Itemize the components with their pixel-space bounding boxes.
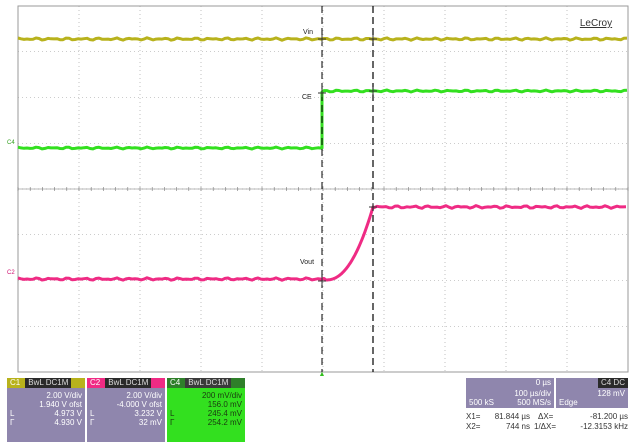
channel-2-header: C2 BwL DC1M [87,378,165,388]
timebase-tdiv: 100 µs/div [514,389,551,398]
trigger-level: 128 mV [597,389,625,398]
channel-4-delta: 254.2 mV [207,418,242,427]
channel-4-mean: 245.4 mV [207,409,242,418]
trace-vout [17,204,627,282]
x2-label: X2= [466,422,481,431]
timebase-samples: 500 kS [469,398,494,407]
timebase-panel[interactable]: 0 µs 100 µs/div 500 kS 500 MS/s [466,378,554,408]
channel-1-mean-label: L [10,409,15,418]
label-ce: CE [302,94,312,101]
channel-2-offset: -4.000 V ofst [116,400,162,409]
channel-1-offset: 1.940 V ofst [39,400,82,409]
channel-4-delta-label: Γ [170,418,175,427]
trigger-source: C4 DC [597,378,628,388]
marker-c4: C4 [7,140,15,146]
channel-4-panel[interactable]: C4 BwL DC1M 200 mV/div 156.0 mV L 245.4 m… [167,378,245,442]
trigger-panel[interactable]: C4 DC 128 mV Edge [556,378,628,408]
channel-2-mean: 3.232 V [134,409,162,418]
channel-1-panel[interactable]: C1 BwL DC1M 2.00 V/div 1.940 V ofst L 4.9… [7,378,85,442]
timebase-body: 100 µs/div 500 kS 500 MS/s [466,388,554,408]
freq-value: -12.3153 kHz [580,422,628,431]
channel-2-delta-label: Γ [90,418,95,427]
channel-1-vdiv: 2.00 V/div [46,391,82,400]
trigger-body: 128 mV Edge [556,388,628,408]
x1-value: 81.844 µs [494,412,530,421]
label-vout: Vout [300,259,314,266]
timebase-delay: 0 µs [535,378,551,387]
channel-4-offset: 156.0 mV [207,400,242,409]
channel-4-header: C4 BwL DC1M [167,378,245,388]
timebase-header: 0 µs [466,378,554,388]
channel-2-id: C2 [90,378,101,387]
channel-1-body: 2.00 V/div 1.940 V ofst L 4.973 V Γ 4.93… [7,388,85,442]
channel-1-header: C1 BwL DC1M [7,378,85,388]
channel-1-id: C1 [10,378,21,387]
channel-2-mean-label: L [90,409,95,418]
channel-2-panel[interactable]: C2 BwL DC1M 2.00 V/div -4.000 V ofst L 3.… [87,378,165,442]
channel-4-vdiv: 200 mV/div [201,391,242,400]
dx-value: -81.200 µs [590,412,628,421]
trigger-mode: Edge [559,398,578,407]
channel-1-delta-label: Γ [10,418,15,427]
channel-2-coupling: BwL DC1M [105,378,152,388]
trigger-header: C4 DC [556,378,628,388]
x1-label: X1= [466,412,481,421]
cursor-readout: X1= 81.844 µs ΔX= -81.200 µs X2= 744 ns … [466,410,628,434]
channel-2-vdiv: 2.00 V/div [126,391,162,400]
brand-logo: LeCroy [580,18,612,29]
cursor-marks [318,35,377,285]
label-vin: Vin [303,29,313,36]
freq-label: 1/ΔX= [534,422,557,431]
channel-2-delta: 32 mV [138,418,162,427]
x2-value: 744 ns [505,422,530,431]
channel-2-body: 2.00 V/div -4.000 V ofst L 3.232 V Γ 32 … [87,388,165,442]
channel-1-mean: 4.973 V [54,409,82,418]
channel-4-body: 200 mV/div 156.0 mV L 245.4 mV Γ 254.2 m… [167,388,245,442]
channel-4-coupling: BwL DC1M [185,378,232,388]
timebase-rate: 500 MS/s [517,398,551,407]
marker-c2: C2 [7,270,15,276]
channel-1-delta: 4.930 V [54,418,82,427]
graticule [17,5,629,373]
channel-4-mean-label: L [170,409,175,418]
dx-label: ΔX= [538,412,554,421]
trigger-position-marker: ▲ [319,371,326,378]
channel-1-coupling: BwL DC1M [25,378,72,388]
channel-4-id: C4 [170,378,181,387]
